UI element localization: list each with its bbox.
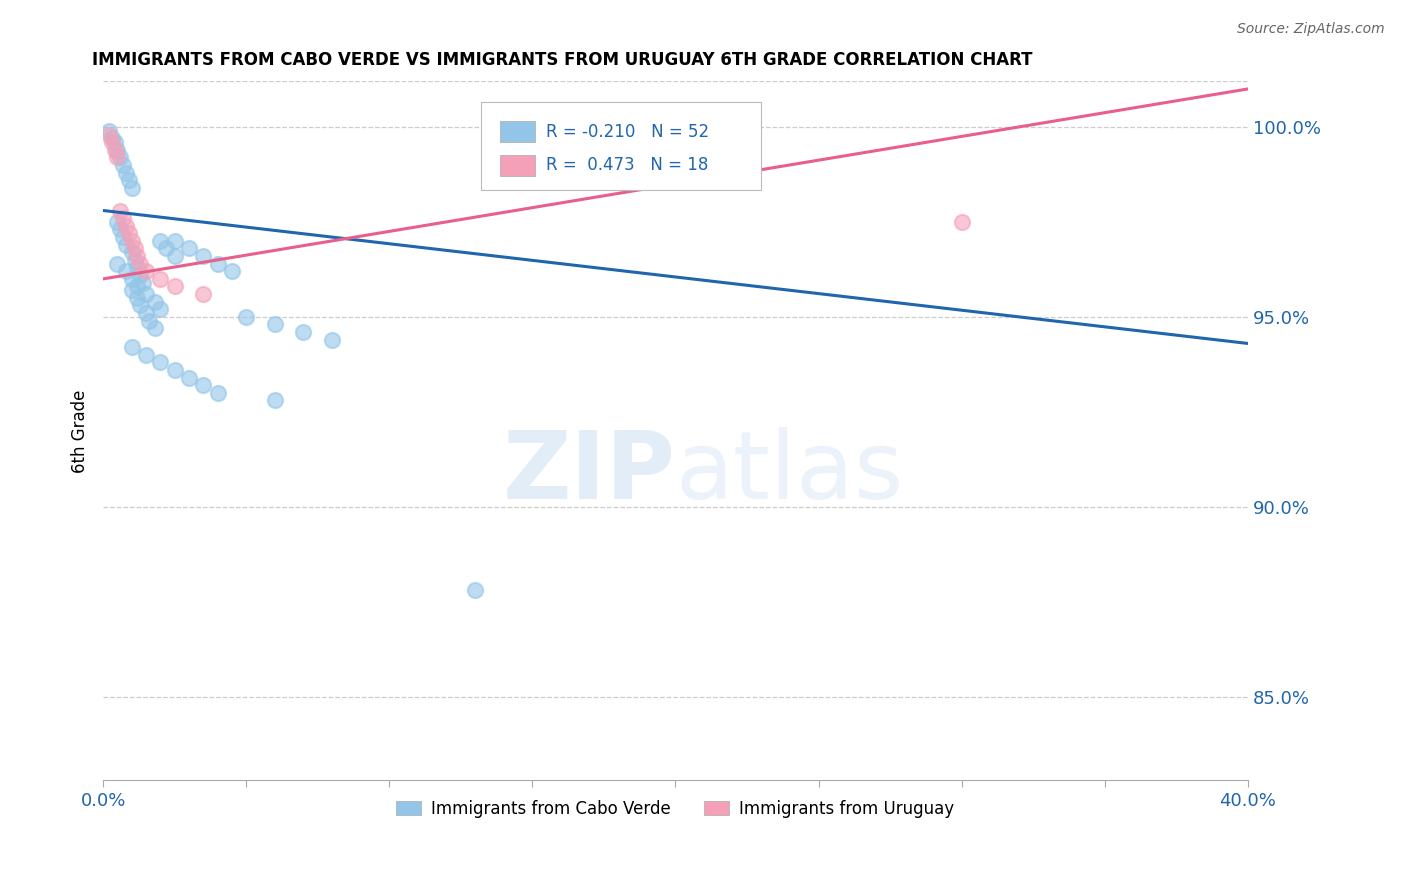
Point: [193, 249, 215, 263]
Point: [163, 234, 186, 248]
Point: [149, 234, 172, 248]
Point: [132, 276, 155, 290]
Point: [193, 378, 215, 392]
Point: [163, 279, 186, 293]
Point: [263, 393, 285, 408]
Point: [950, 215, 973, 229]
FancyBboxPatch shape: [501, 121, 534, 142]
Point: [149, 272, 172, 286]
Point: [115, 219, 138, 233]
Point: [292, 325, 315, 339]
Point: [112, 158, 135, 172]
Point: [207, 385, 229, 400]
Point: [163, 363, 186, 377]
Y-axis label: 6th Grade: 6th Grade: [72, 389, 89, 473]
Point: [129, 268, 152, 282]
Point: [143, 294, 166, 309]
Point: [107, 143, 129, 157]
Point: [121, 340, 143, 354]
Point: [112, 211, 135, 226]
Point: [177, 242, 200, 256]
Text: R = -0.210   N = 52: R = -0.210 N = 52: [546, 123, 709, 141]
Point: [107, 215, 129, 229]
Point: [464, 583, 486, 598]
Legend: Immigrants from Cabo Verde, Immigrants from Uruguay: Immigrants from Cabo Verde, Immigrants f…: [389, 793, 962, 824]
FancyBboxPatch shape: [501, 154, 534, 176]
Point: [135, 348, 157, 362]
Point: [124, 242, 146, 256]
Point: [135, 287, 157, 301]
Point: [110, 150, 132, 164]
Point: [121, 180, 143, 194]
Point: [107, 257, 129, 271]
Point: [121, 283, 143, 297]
Text: Source: ZipAtlas.com: Source: ZipAtlas.com: [1237, 22, 1385, 37]
Point: [118, 227, 141, 241]
Point: [138, 313, 160, 327]
Text: IMMIGRANTS FROM CABO VERDE VS IMMIGRANTS FROM URUGUAY 6TH GRADE CORRELATION CHAR: IMMIGRANTS FROM CABO VERDE VS IMMIGRANTS…: [91, 51, 1032, 69]
Point: [110, 203, 132, 218]
Point: [127, 249, 149, 263]
Point: [621, 116, 644, 130]
Point: [115, 264, 138, 278]
Text: atlas: atlas: [675, 426, 904, 519]
Point: [149, 355, 172, 369]
Point: [155, 242, 177, 256]
Point: [115, 237, 138, 252]
Point: [135, 264, 157, 278]
Point: [263, 318, 285, 332]
Point: [121, 234, 143, 248]
Point: [149, 302, 172, 317]
Point: [103, 135, 125, 149]
Point: [127, 279, 149, 293]
Point: [100, 131, 122, 145]
Text: ZIP: ZIP: [502, 426, 675, 519]
Point: [321, 333, 343, 347]
Point: [193, 287, 215, 301]
Point: [127, 291, 149, 305]
Point: [235, 310, 257, 324]
Point: [103, 143, 125, 157]
Point: [115, 165, 138, 179]
Point: [97, 128, 120, 142]
FancyBboxPatch shape: [481, 103, 761, 190]
Point: [121, 272, 143, 286]
Point: [129, 298, 152, 312]
Point: [127, 260, 149, 275]
Point: [163, 249, 186, 263]
Point: [97, 124, 120, 138]
Point: [135, 306, 157, 320]
Point: [143, 321, 166, 335]
Point: [121, 245, 143, 260]
Point: [177, 370, 200, 384]
Point: [129, 257, 152, 271]
Point: [221, 264, 243, 278]
Point: [118, 173, 141, 187]
Point: [107, 150, 129, 164]
Point: [112, 230, 135, 244]
Point: [124, 252, 146, 267]
Point: [100, 135, 122, 149]
Point: [110, 222, 132, 236]
Text: R =  0.473   N = 18: R = 0.473 N = 18: [546, 156, 709, 174]
Point: [207, 257, 229, 271]
